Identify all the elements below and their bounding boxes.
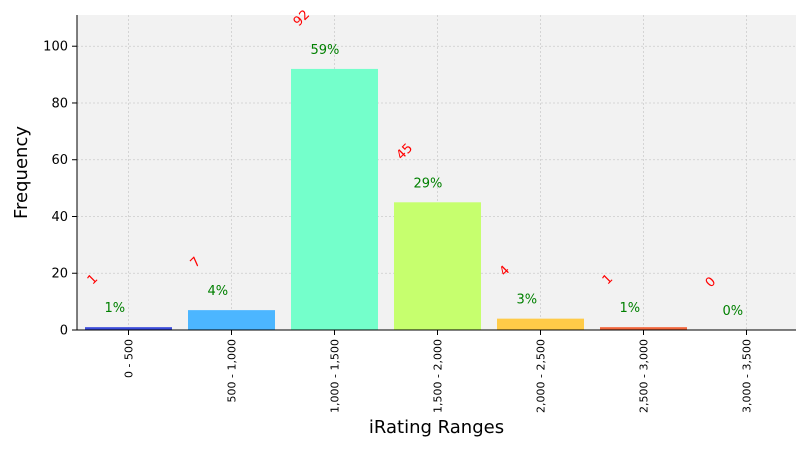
percent-label: 1% <box>105 301 126 316</box>
percent-label: 4% <box>208 284 229 299</box>
percent-label: 0% <box>723 304 744 319</box>
x-axis-label: iRating Ranges <box>369 417 504 438</box>
bar <box>497 318 584 330</box>
x-tick-label: 1,500 - 2,000 <box>432 339 445 413</box>
x-tick-label: 1,000 - 1,500 <box>329 339 342 413</box>
axes <box>76 15 796 331</box>
bar <box>600 327 687 330</box>
y-tick-label: 100 <box>43 40 68 55</box>
x-axis-ticks: 0 - 500 500 - 1,000 1,000 - 1,500 1,500 - 2… <box>123 330 754 413</box>
grid-lines <box>77 15 796 331</box>
percent-label: 1% <box>620 301 641 316</box>
y-axis-label: Frequency <box>11 126 32 219</box>
bars <box>85 68 687 331</box>
y-tick-label: 20 <box>51 267 68 282</box>
y-tick-label: 0 <box>60 324 68 339</box>
percent-label: 29% <box>414 176 443 191</box>
bar <box>394 202 481 330</box>
y-tick-label: 80 <box>51 96 68 111</box>
bar <box>291 68 378 331</box>
bar <box>85 327 172 330</box>
y-axis-ticks: 0 20 40 60 80 100 <box>43 40 77 339</box>
x-tick-label: 0 - 500 <box>123 339 136 378</box>
y-tick-label: 40 <box>51 210 68 225</box>
bar <box>188 310 275 330</box>
percent-label: 59% <box>311 43 340 58</box>
y-tick-label: 60 <box>51 153 68 168</box>
x-tick-label: 500 - 1,000 <box>226 339 239 402</box>
percent-label: 3% <box>517 293 538 308</box>
x-tick-label: 3,000 - 3,500 <box>741 339 754 413</box>
x-tick-label: 2,500 - 3,000 <box>638 339 651 413</box>
x-tick-label: 2,000 - 2,500 <box>535 339 548 413</box>
